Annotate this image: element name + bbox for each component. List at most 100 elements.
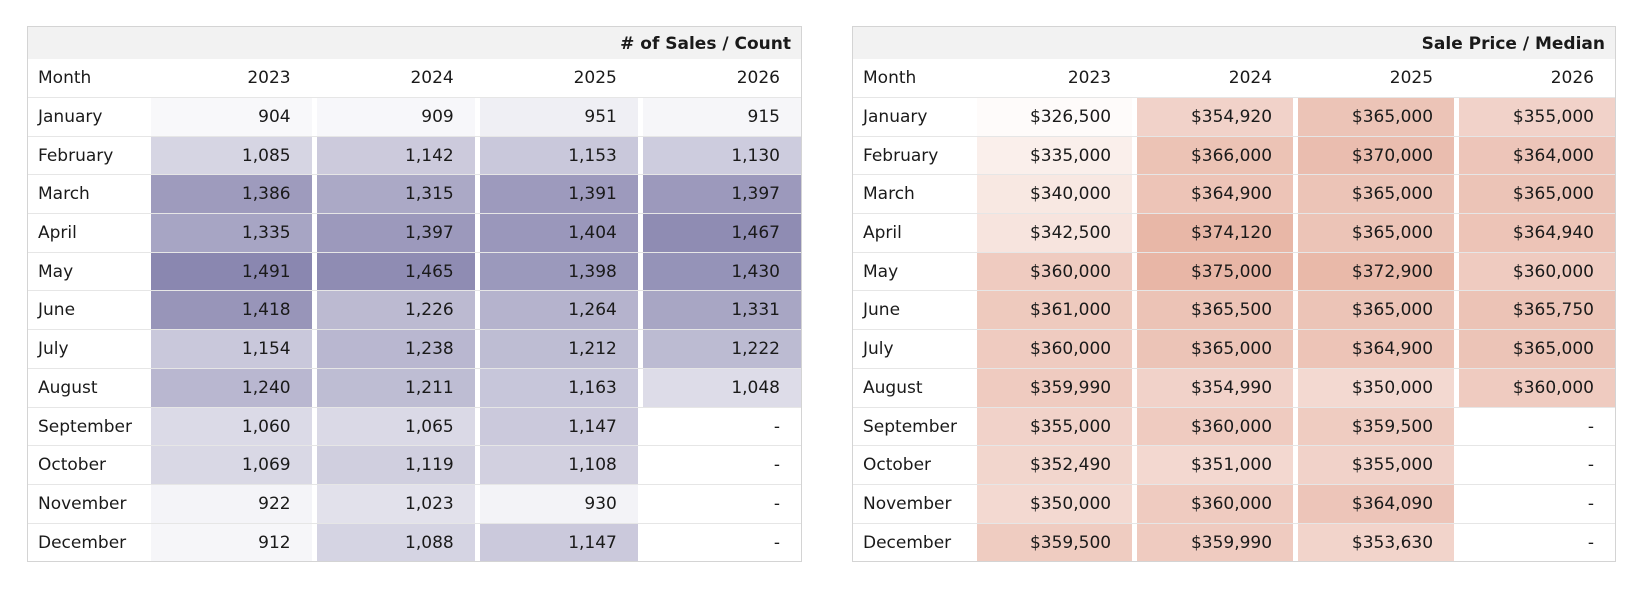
heatmap-cell: 951 — [479, 98, 638, 136]
table-row: December 912 1,088 1,147 - — [28, 522, 801, 562]
table-row: February 1,085 1,142 1,153 1,130 — [28, 135, 801, 175]
heatmap-cell: $342,500 — [977, 214, 1133, 252]
year-column-header: 2023 — [1067, 68, 1112, 88]
month-label: June — [38, 300, 76, 321]
heatmap-cell: $360,000 — [1459, 368, 1615, 407]
sales-count-table: # of Sales / Count Month 2023 2024 2025 2026… — [27, 26, 802, 563]
table-row: April 1,335 1,397 1,404 1,467 — [28, 213, 801, 252]
heatmap-cell: $365,000 — [1298, 175, 1455, 214]
table-body: January 904 909 951 915 February 1,085 1,142 1,1… — [28, 97, 801, 562]
heatmap-cell: $360,000 — [977, 252, 1133, 291]
month-label: November — [863, 493, 952, 514]
heatmap-cell: 1,154 — [151, 330, 312, 368]
heatmap-cell: $365,000 — [1298, 291, 1455, 330]
heatmap-cell: $350,000 — [1298, 368, 1455, 407]
heatmap-cell: - — [1587, 455, 1594, 476]
heatmap-cell: 1,119 — [316, 446, 475, 484]
year-column-header: 2024 — [1228, 68, 1273, 88]
heatmap-cell: 1,085 — [151, 136, 312, 175]
month-label: September — [38, 416, 132, 437]
heatmap-cell: $375,000 — [1137, 252, 1294, 291]
month-label: January — [863, 107, 928, 127]
year-column-header: 2026 — [736, 68, 780, 88]
heatmap-cell: $360,000 — [1459, 252, 1615, 291]
heatmap-cell: 1,060 — [151, 407, 312, 446]
heatmap-cell: 1,391 — [479, 175, 638, 214]
heatmap-cell: 1,108 — [479, 446, 638, 484]
table-row: November 922 1,023 930 - — [28, 483, 801, 523]
table-body: January $326,500 $354,920 $365,000 $355,000 F… — [853, 97, 1615, 562]
month-label: May — [38, 261, 74, 282]
heatmap-cell: 1,088 — [316, 523, 475, 562]
heatmap-cell: $364,090 — [1298, 484, 1455, 523]
heatmap-cell: $370,000 — [1298, 136, 1455, 175]
heatmap-cell: $359,500 — [977, 523, 1133, 562]
table-row: November $350,000 $360,000 $364,090 - — [853, 483, 1615, 523]
heatmap-cell: $364,000 — [1459, 136, 1615, 175]
heatmap-cell: $365,000 — [1298, 98, 1455, 136]
heatmap-cell: 1,212 — [479, 330, 638, 368]
year-column-header: 2023 — [247, 68, 291, 88]
heatmap-cell: 1,331 — [642, 291, 801, 330]
heatmap-cell: $364,900 — [1298, 330, 1455, 368]
heatmap-cell: 1,264 — [479, 291, 638, 330]
heatmap-cell: 1,467 — [642, 214, 801, 252]
heatmap-cell: 912 — [151, 523, 312, 562]
heatmap-cell: - — [1587, 532, 1594, 553]
month-label: August — [863, 377, 923, 398]
heatmap-cell: 1,315 — [316, 175, 475, 214]
month-label: October — [863, 455, 932, 476]
heatmap-cell: - — [1587, 416, 1594, 437]
table-row: July 1,154 1,238 1,212 1,222 — [28, 329, 801, 368]
heatmap-cell: $360,000 — [1137, 484, 1294, 523]
heatmap-cell: 1,130 — [642, 136, 801, 175]
table-row: December $359,500 $359,990 $353,630 - — [853, 522, 1615, 562]
heatmap-cell: $364,900 — [1137, 175, 1294, 214]
month-label: February — [863, 145, 939, 166]
table-row: March $340,000 $364,900 $365,000 $365,000 — [853, 174, 1615, 214]
heatmap-cell: 1,142 — [316, 136, 475, 175]
heatmap-cell: 909 — [316, 98, 475, 136]
table-row: January $326,500 $354,920 $365,000 $355,000 — [853, 97, 1615, 136]
table-row: August $359,990 $354,990 $350,000 $360,000 — [853, 367, 1615, 407]
heatmap-cell: $359,990 — [1137, 523, 1294, 562]
month-label: May — [863, 261, 899, 282]
heatmap-cell: 922 — [151, 484, 312, 523]
heatmap-cell: 1,065 — [316, 407, 475, 446]
heatmap-cell: 1,211 — [316, 368, 475, 407]
month-column-header: Month — [863, 68, 917, 88]
table-row: September 1,060 1,065 1,147 - — [28, 406, 801, 446]
heatmap-cell: $365,500 — [1137, 291, 1294, 330]
heatmap-cell: 1,069 — [151, 446, 312, 484]
heatmap-cell: $365,750 — [1459, 291, 1615, 330]
heatmap-cell: 1,147 — [479, 407, 638, 446]
heatmap-cell: 1,153 — [479, 136, 638, 175]
heatmap-cell: 1,240 — [151, 368, 312, 407]
heatmap-cell: $335,000 — [977, 136, 1133, 175]
month-label: July — [863, 339, 894, 360]
table-row: May 1,491 1,465 1,398 1,430 — [28, 251, 801, 291]
heatmap-cell: 1,397 — [642, 175, 801, 214]
month-label: August — [38, 377, 98, 398]
table-row: January 904 909 951 915 — [28, 97, 801, 136]
heatmap-cell: 1,398 — [479, 252, 638, 291]
heatmap-cell: - — [773, 455, 780, 476]
heatmap-cell: $365,000 — [1459, 175, 1615, 214]
heatmap-cell: $374,120 — [1137, 214, 1294, 252]
month-label: March — [863, 184, 915, 205]
month-label: December — [38, 532, 127, 553]
heatmap-cell: $364,940 — [1459, 214, 1615, 252]
month-label: July — [38, 339, 69, 360]
heatmap-cell: 1,418 — [151, 291, 312, 330]
heatmap-cell: $361,000 — [977, 291, 1133, 330]
heatmap-cell: - — [773, 416, 780, 437]
heatmap-cell: 930 — [479, 484, 638, 523]
month-label: April — [38, 223, 77, 244]
heatmap-cell: 1,430 — [642, 252, 801, 291]
heatmap-cell: - — [1587, 493, 1594, 514]
heatmap-cell: 1,222 — [642, 330, 801, 368]
heatmap-cell: $355,000 — [1459, 98, 1615, 136]
heatmap-cell: $360,000 — [1137, 407, 1294, 446]
header-row: Month 2023 2024 2025 2026 — [853, 59, 1615, 97]
heatmap-cell: $354,920 — [1137, 98, 1294, 136]
